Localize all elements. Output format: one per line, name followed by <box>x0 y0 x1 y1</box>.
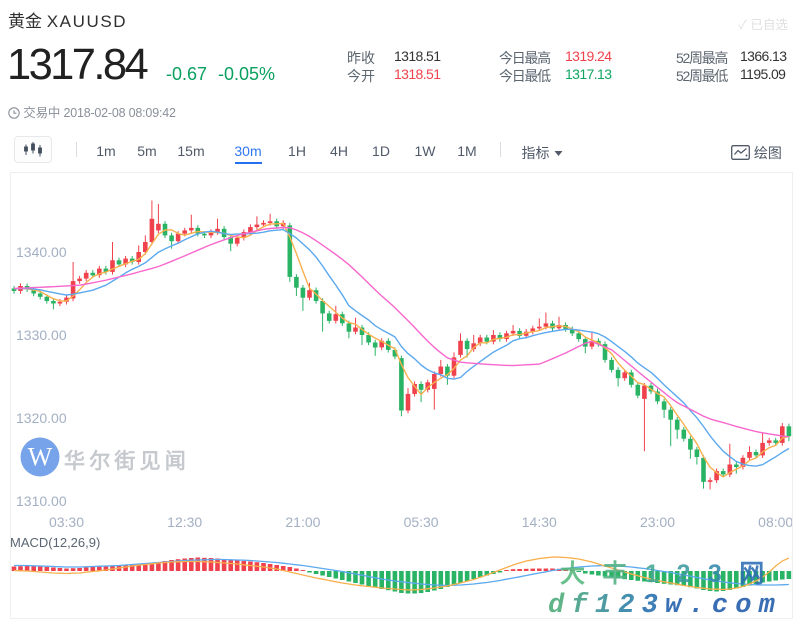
svg-text:05:30: 05:30 <box>404 514 439 530</box>
svg-text:14:30: 14:30 <box>522 514 557 530</box>
svg-text:1320.00: 1320.00 <box>16 410 67 426</box>
svg-text:1340.00: 1340.00 <box>16 244 67 260</box>
svg-text:W: W <box>28 443 53 472</box>
svg-text:21:00: 21:00 <box>285 514 320 530</box>
svg-text:1330.00: 1330.00 <box>16 327 67 343</box>
svg-text:12:30: 12:30 <box>167 514 202 530</box>
svg-text:1310.00: 1310.00 <box>16 493 67 509</box>
svg-text:23:00: 23:00 <box>640 514 675 530</box>
svg-text:03:30: 03:30 <box>49 514 84 530</box>
svg-text:08:00: 08:00 <box>758 514 793 530</box>
